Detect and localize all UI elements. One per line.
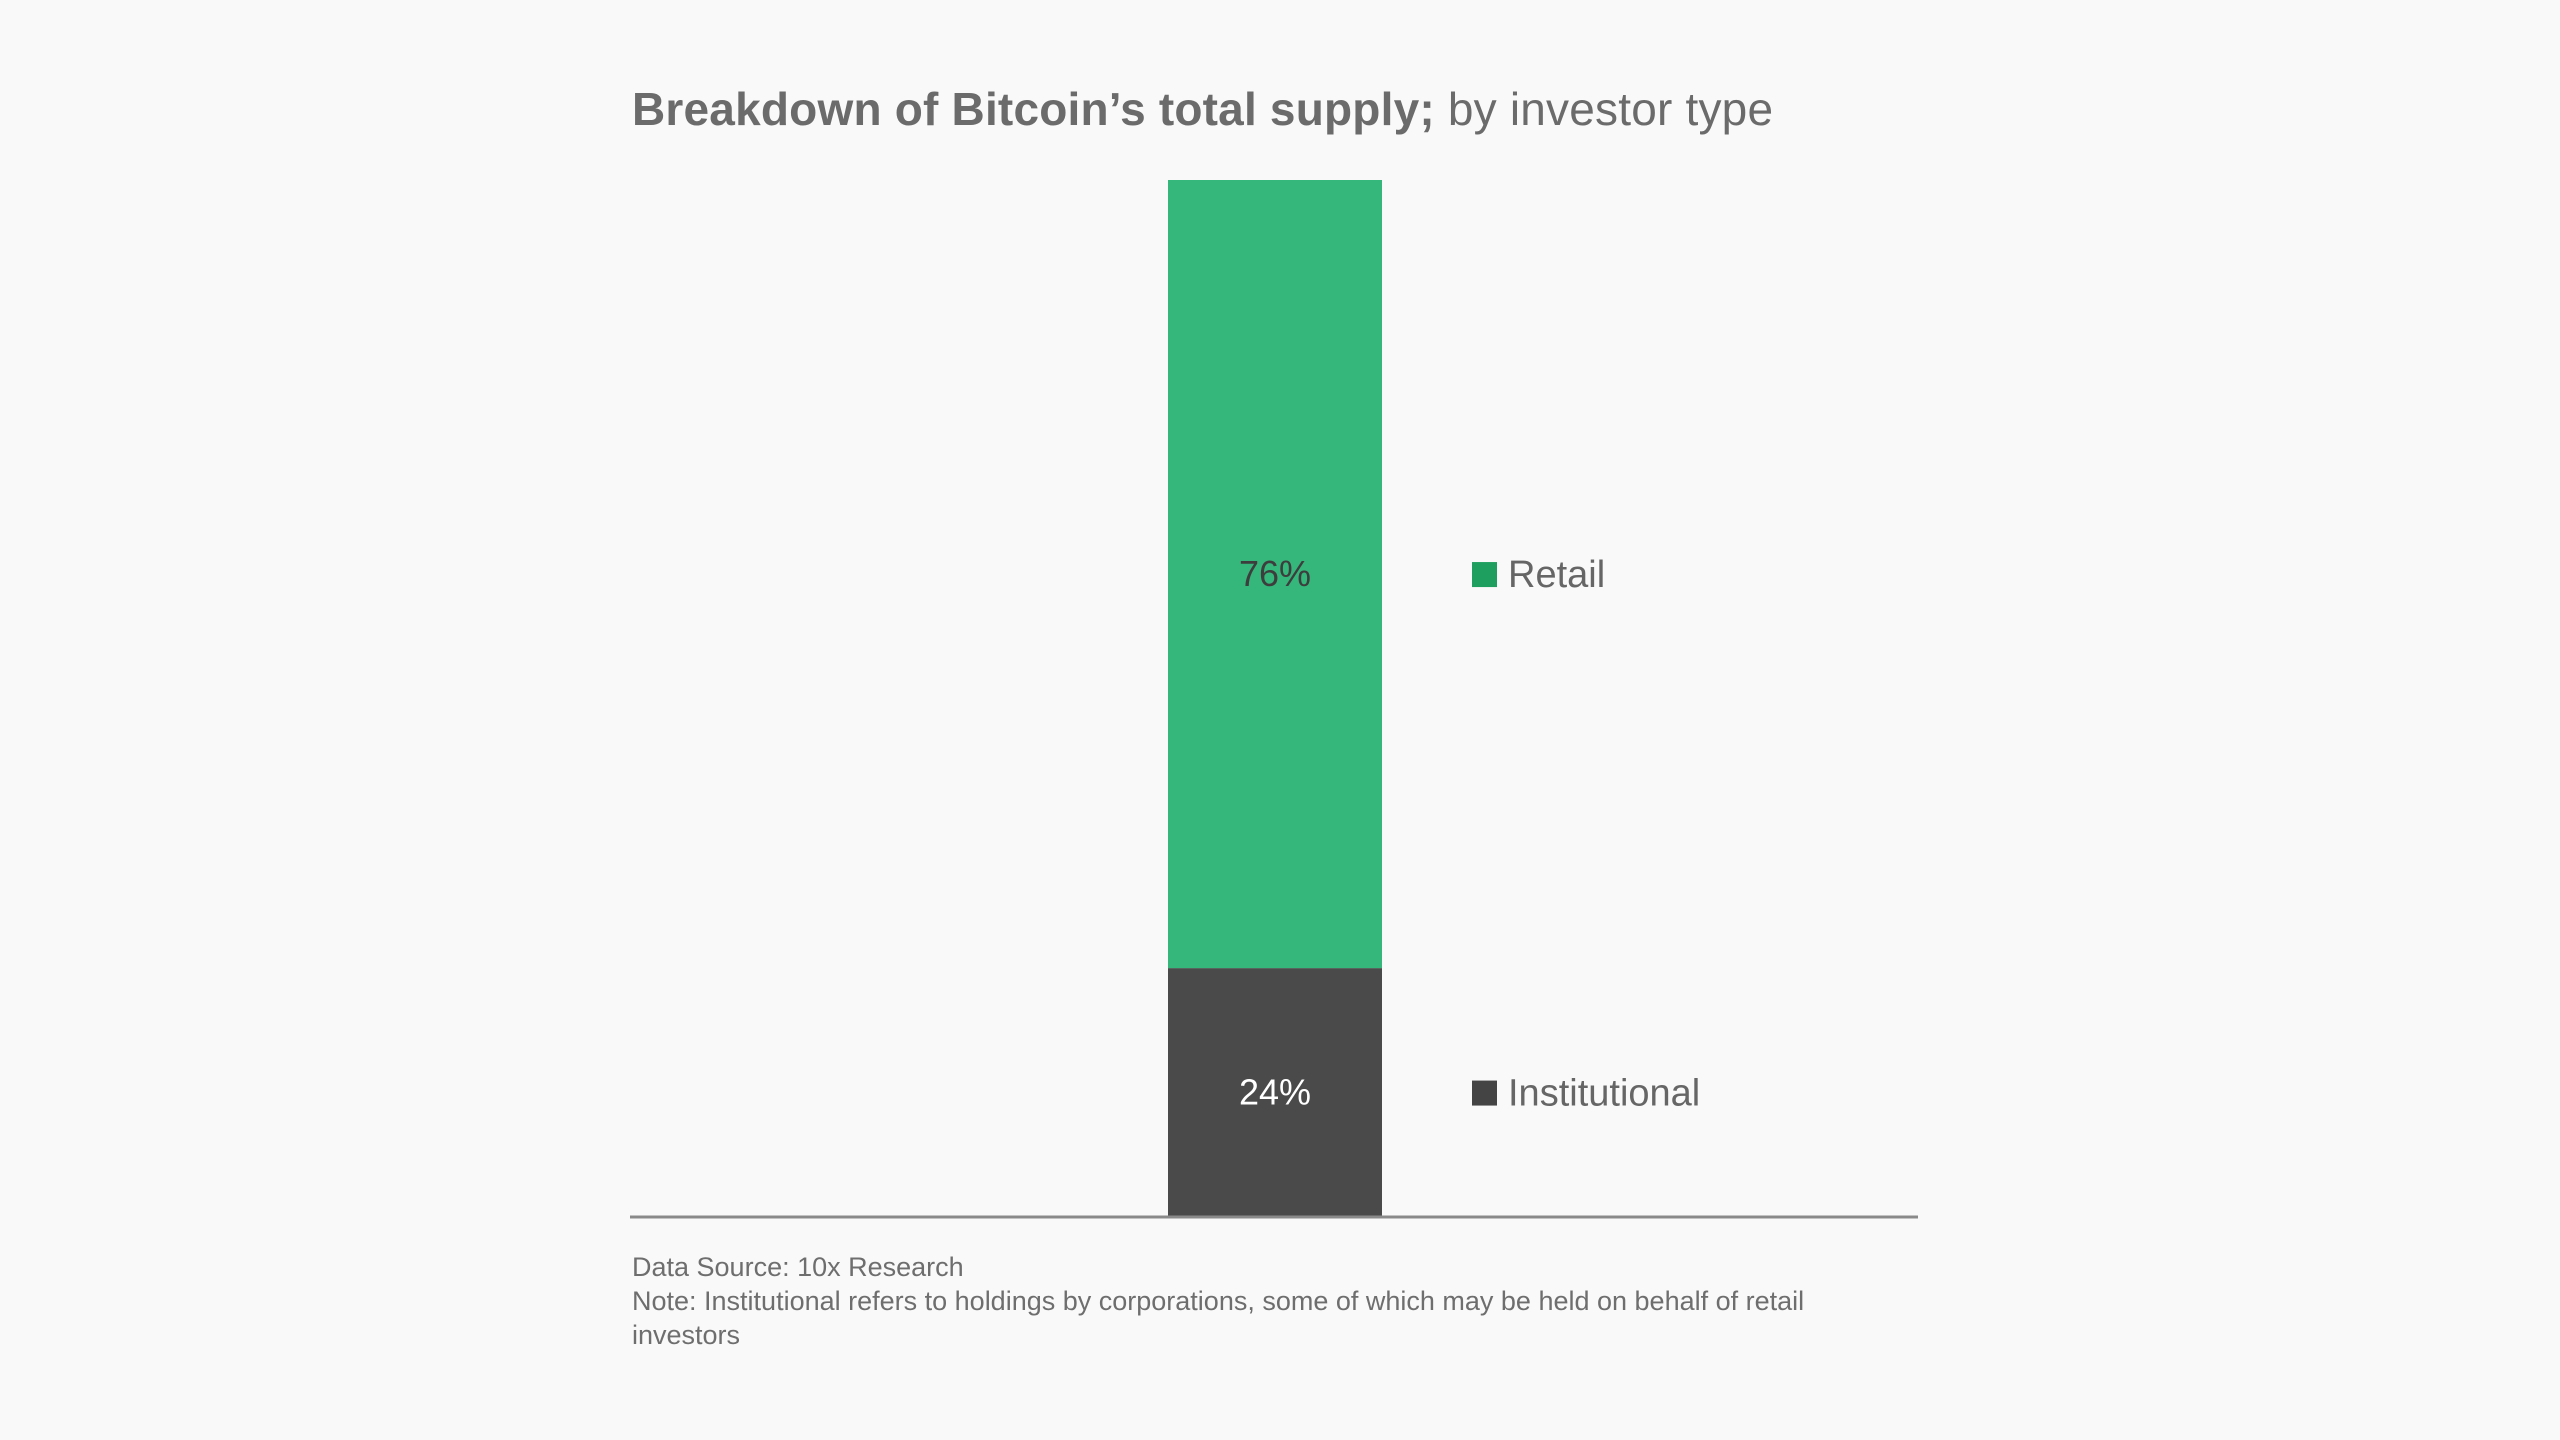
chart-title: Breakdown of Bitcoin’s total supply; — [632, 83, 1435, 135]
chart-subtitle: by investor type — [1447, 83, 1774, 135]
data-label-institutional: 24% — [1239, 1072, 1311, 1113]
data-source-note: Data Source: 10x Research — [632, 1252, 964, 1282]
bar-segment-retail — [1168, 180, 1382, 969]
legend-label-institutional: Institutional — [1508, 1073, 1700, 1115]
bar-segment-institutional — [1168, 968, 1382, 1217]
chart-title-line: Breakdown of Bitcoin’s total supply; by … — [632, 82, 1773, 136]
legend-label-retail: Retail — [1508, 554, 1605, 596]
legend-swatch-retail — [1472, 562, 1497, 588]
data-label-retail: 76% — [1239, 553, 1311, 594]
definition-note: Note: Institutional refers to holdings b… — [632, 1286, 1805, 1350]
footnote: Data Source: 10x Research Note: Institut… — [632, 1250, 1832, 1352]
legend-swatch-institutional — [1472, 1080, 1497, 1106]
